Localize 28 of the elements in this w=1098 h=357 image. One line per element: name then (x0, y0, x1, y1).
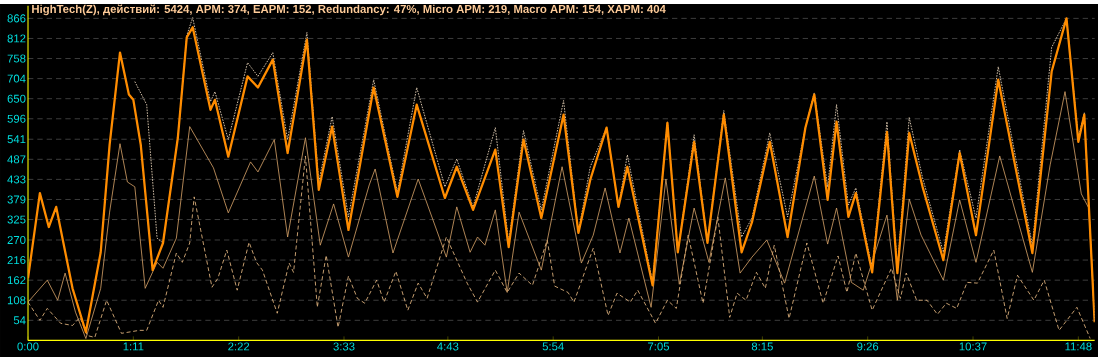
x-tick-label: 5:54 (542, 342, 564, 351)
x-tick-label: 11:48 (1065, 342, 1092, 351)
x-tick-label: 9:26 (857, 342, 879, 351)
y-tick-label: 108 (7, 296, 26, 305)
y-tick-label: 758 (7, 54, 26, 63)
y-tick-label: 54 (13, 316, 26, 325)
y-tick-label: 379 (7, 195, 26, 204)
y-tick-label: 162 (7, 276, 26, 285)
x-tick-label: 10:37 (959, 342, 987, 351)
x-tick-label: 1:11 (123, 342, 144, 351)
y-tick-label: 325 (7, 215, 26, 224)
y-tick-label: 704 (7, 74, 26, 83)
x-tick-label: 4:43 (437, 342, 459, 351)
y-tick-label: 596 (7, 114, 26, 123)
y-tick-label: 270 (7, 235, 26, 244)
x-tick-label: 3:33 (333, 342, 355, 351)
y-tick-label: 812 (7, 34, 26, 43)
y-tick-label: 541 (7, 135, 26, 144)
y-tick-label: 433 (7, 175, 26, 184)
y-tick-label: 650 (7, 94, 26, 103)
x-tick-label: 8:15 (751, 342, 773, 351)
y-tick-label: 487 (7, 155, 26, 164)
y-tick-label: 216 (7, 256, 26, 265)
y-tick-label: 866 (7, 14, 26, 23)
x-tick-label: 0:00 (17, 342, 39, 351)
x-tick-label: 7:05 (648, 342, 670, 351)
x-tick-label: 2:22 (228, 342, 250, 351)
chart-title: HighTech(Z), действий: 5424, APM: 374, EAPM: 152, Redundancy: 47%, Micro APM: 219, Macro APM: 154, XAPM: 404 (32, 4, 666, 16)
